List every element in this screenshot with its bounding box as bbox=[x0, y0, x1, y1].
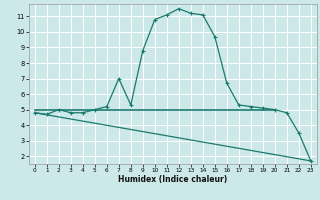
X-axis label: Humidex (Indice chaleur): Humidex (Indice chaleur) bbox=[118, 175, 228, 184]
